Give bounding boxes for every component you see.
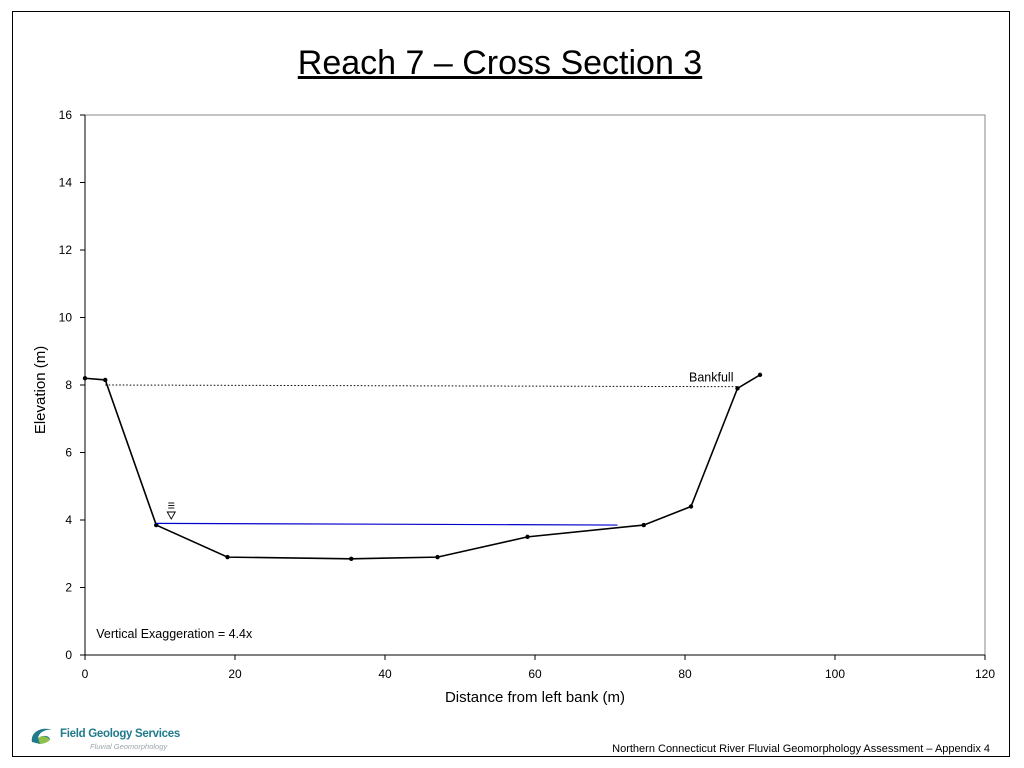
x-tick-label: 40 [378, 667, 392, 681]
ground-profile-line [84, 374, 761, 560]
field-geology-services-logo: Field Geology Services Fluvial Geomorpho… [28, 724, 180, 754]
bankfull-label: Bankfull [689, 371, 733, 385]
y-tick-label: 0 [65, 648, 72, 662]
data-point [103, 377, 108, 383]
y-tick-label: 2 [65, 581, 72, 595]
y-tick-label: 8 [65, 378, 72, 392]
data-point [82, 376, 88, 381]
logo-swirl-icon [31, 728, 52, 744]
data-point [435, 554, 440, 560]
y-tick-label: 4 [65, 513, 72, 527]
y-tick-label: 10 [59, 311, 73, 325]
data-point [735, 386, 740, 391]
data-point [225, 554, 230, 560]
y-tick-label: 6 [65, 446, 72, 460]
x-tick-label: 60 [528, 667, 542, 681]
y-axis-label: Elevation (m) [32, 346, 49, 434]
water-surface-line [156, 522, 618, 526]
logo-tagline: Fluvial Geomorphology [90, 742, 168, 751]
x-tick-label: 120 [975, 667, 995, 681]
data-point [688, 504, 694, 509]
data-point [641, 522, 646, 528]
bankfull-line [105, 384, 738, 388]
y-tick-label: 16 [59, 108, 73, 122]
footer-text: Northern Connecticut River Fluvial Geomo… [612, 743, 990, 755]
y-tick-label: 12 [59, 243, 73, 257]
logo-name: Field Geology Services [60, 728, 180, 740]
x-tick-label: 100 [825, 667, 845, 681]
x-tick-label: 0 [82, 667, 89, 681]
x-axis-label: Distance from left bank (m) [445, 689, 625, 706]
data-point [349, 556, 354, 562]
water-surface-symbol-icon [166, 502, 177, 520]
y-tick-label: 14 [59, 176, 73, 190]
slide-frame [12, 11, 1010, 757]
data-point [757, 372, 763, 378]
slide-title: Reach 7 – Cross Section 3 [297, 44, 703, 82]
x-tick-label: 20 [228, 667, 242, 681]
x-tick-label: 80 [678, 667, 692, 681]
vertical-exaggeration-label: Vertical Exaggeration = 4.4x [96, 627, 253, 641]
plot-area [84, 114, 986, 656]
data-point [525, 534, 530, 540]
